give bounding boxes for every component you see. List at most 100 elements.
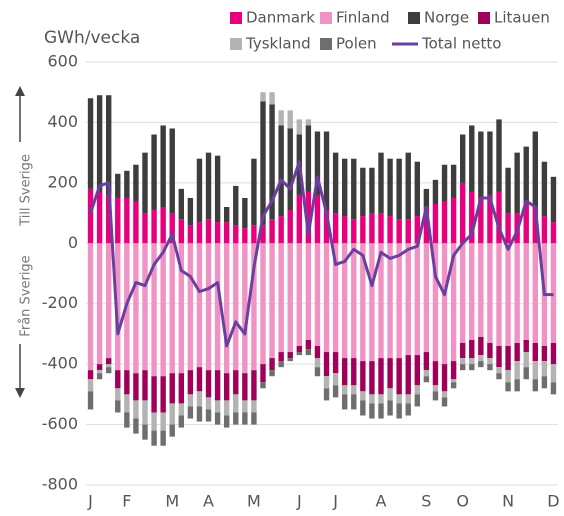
bar-segment [233, 370, 239, 395]
y-tick-label: -400 [42, 354, 78, 373]
bar-segment [341, 394, 348, 410]
bar-segment [496, 373, 502, 380]
bar-segment [169, 213, 175, 244]
bar-segment [296, 352, 303, 356]
bar-segment [196, 243, 203, 368]
bar-segment [115, 173, 121, 198]
bar-segment [496, 243, 502, 347]
bar-segment [151, 430, 157, 446]
bar-segment [523, 243, 529, 340]
bar-segment [178, 415, 185, 428]
bar-segment [269, 92, 275, 105]
x-tick-label: J [296, 492, 302, 511]
bar-segment [423, 370, 430, 377]
bar-segment [432, 204, 439, 244]
bar-segment [459, 182, 466, 244]
bar-segment [105, 194, 112, 244]
bar-segment [269, 370, 275, 377]
bar-segment [505, 213, 511, 244]
bar-segment [396, 219, 402, 244]
bar-segment [251, 412, 257, 425]
bar-segment [351, 394, 357, 410]
bar-segment [405, 152, 411, 220]
bar-segment [323, 131, 330, 211]
bar-segment [432, 385, 439, 392]
bar-segment [214, 412, 221, 425]
bar-segment [305, 339, 312, 350]
bar-segment [532, 243, 539, 343]
bar-segment [105, 367, 112, 374]
bar-segment [196, 406, 203, 422]
bar-segment [87, 370, 94, 380]
bar-segment [160, 207, 166, 244]
legend-label: Total netto [421, 35, 501, 53]
bar-segment [323, 352, 330, 377]
bar-segment [96, 95, 103, 192]
bar-segment [332, 385, 339, 398]
y-tick-label: -200 [42, 293, 78, 312]
bar-segment [414, 355, 421, 386]
bar-segment [124, 412, 130, 428]
direction-arrows [15, 86, 25, 398]
bar-segment [514, 243, 520, 343]
bar-segment [151, 134, 157, 211]
bar-segment [305, 125, 312, 192]
bar-segment [242, 197, 248, 229]
bar-segment [396, 358, 402, 395]
bar-segment [169, 128, 175, 214]
bar-segment [214, 155, 221, 223]
bar-segment [269, 358, 275, 371]
bar-segment [169, 403, 175, 425]
bar-segment [459, 243, 466, 343]
bar-segment [332, 152, 339, 214]
bar-segment [396, 403, 402, 419]
bar-segment [287, 128, 293, 211]
bar-segment [223, 400, 230, 416]
bar-segment [369, 394, 375, 404]
bar-segment [151, 376, 157, 413]
bar-segment [169, 373, 175, 404]
bar-segment [223, 243, 230, 374]
bar-segment [369, 403, 375, 419]
bar-segment [296, 346, 303, 353]
bar-segment [142, 243, 148, 371]
bar-segment [115, 388, 121, 401]
bar-segment [387, 400, 393, 416]
bar-segment [469, 358, 475, 365]
bar-segment [487, 243, 493, 343]
bar-segment [459, 342, 466, 359]
bar-segment [133, 400, 139, 419]
bar-segment [369, 167, 375, 214]
bar-segment [287, 210, 293, 244]
bar-segment [378, 243, 384, 359]
bar-segment [87, 243, 94, 371]
x-tick-label: D [547, 492, 559, 511]
bar-segment [115, 243, 121, 371]
bar-segment [369, 213, 375, 244]
bar-segment [278, 216, 284, 244]
bar-segment [514, 361, 520, 380]
x-tick-label: F [122, 492, 131, 511]
bar-segment [223, 373, 230, 401]
bar-segment [196, 367, 203, 392]
bar-segment [314, 367, 321, 377]
bar-segment [142, 370, 148, 401]
legend-swatch [230, 38, 242, 50]
bar-segment [323, 210, 330, 244]
bar-segment [323, 388, 330, 401]
bar-segment [205, 243, 212, 371]
bar-segment [260, 101, 266, 226]
bar-segment [514, 379, 520, 392]
bar-segment [160, 376, 166, 413]
bar-segment [523, 146, 529, 201]
bar-segment [205, 370, 212, 398]
bar-segment [278, 125, 284, 217]
bar-segment [378, 394, 384, 404]
bar-segment [205, 219, 212, 244]
bar-segment [187, 394, 194, 407]
bar-segment [469, 191, 475, 244]
bar-segment [423, 352, 430, 371]
bar-segment [387, 358, 393, 389]
y-label-bottom: Från Sverige [19, 255, 34, 336]
bar-segment [233, 185, 239, 226]
